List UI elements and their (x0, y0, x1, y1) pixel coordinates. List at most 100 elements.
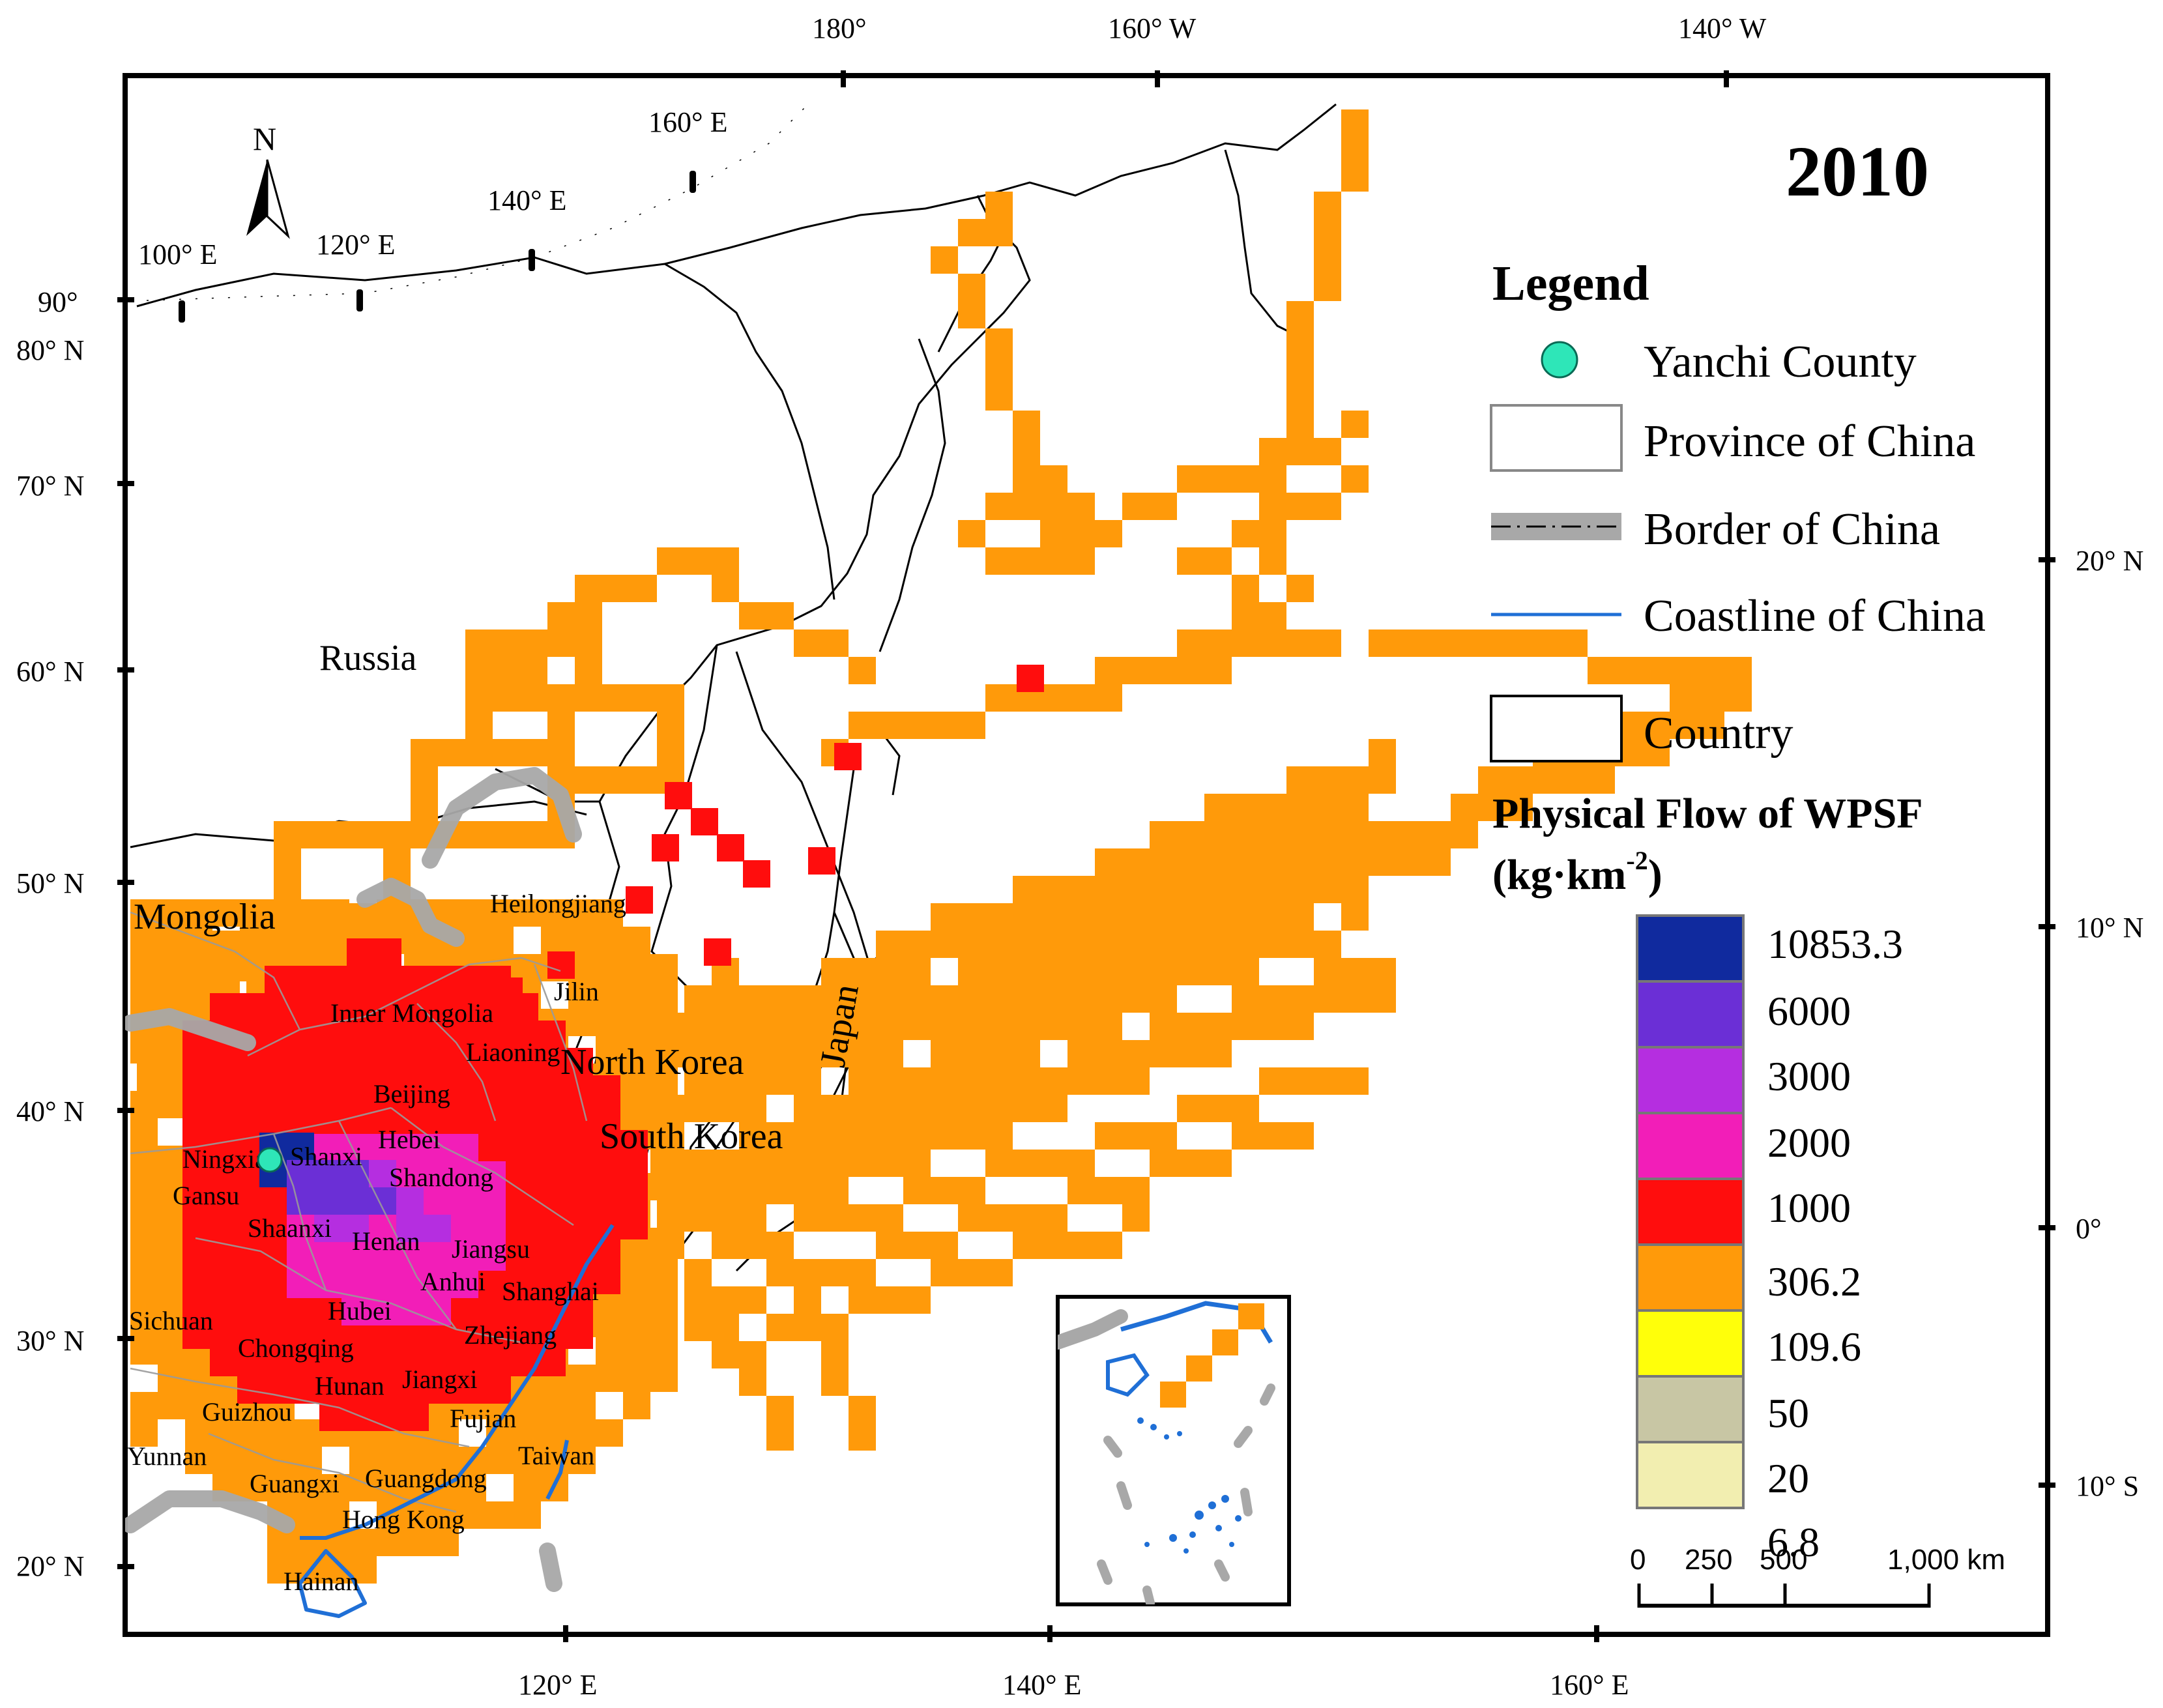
flow-cell (1040, 1150, 1067, 1177)
flow-cell (265, 1103, 292, 1130)
bottom-tick-label: 120° E (518, 1669, 597, 1701)
flow-cell (456, 993, 484, 1020)
flow-cell (630, 766, 657, 794)
flow-cell (712, 575, 739, 602)
flow-cell (1013, 547, 1040, 575)
flow-cell (347, 1020, 374, 1048)
flow-cell (876, 1122, 903, 1150)
flow-cell (1341, 794, 1369, 821)
flow-cell (1286, 848, 1314, 876)
flow-cell (821, 1150, 849, 1177)
flow-cell (1724, 657, 1752, 684)
flow-cell (429, 1322, 456, 1349)
flow-cell (456, 1075, 484, 1103)
flow-cell (401, 1404, 429, 1431)
flow-legend-label: 306.2 (1767, 1258, 1861, 1305)
flow-cell (743, 860, 770, 888)
flow-cell (541, 1419, 568, 1447)
flow-cell (538, 1239, 566, 1267)
flow-cell (1341, 164, 1369, 192)
flow-cell (849, 1067, 876, 1095)
flow-cell (210, 1294, 237, 1322)
flow-cell (130, 899, 158, 927)
flow-legend-swatch (1636, 1243, 1745, 1312)
flow-cell (794, 630, 821, 657)
flow-cell (650, 1310, 678, 1337)
flow-cell (185, 1447, 212, 1474)
flow-cell (1396, 821, 1423, 848)
flow-cell (1314, 794, 1341, 821)
flow-cell (314, 1271, 341, 1298)
flow-cell (794, 1040, 821, 1067)
flow-cell (849, 1013, 876, 1040)
flow-cell (1067, 1150, 1095, 1177)
flow-cell (1067, 520, 1095, 547)
flow-cell (1505, 766, 1533, 794)
flow-cell (650, 1255, 678, 1282)
flow-cell (396, 1161, 424, 1189)
flow-cell (821, 1259, 849, 1286)
left-tick-label: 20° N (16, 1550, 84, 1582)
flow-cell (265, 1294, 292, 1322)
flow-cell (1150, 1013, 1177, 1040)
flow-cell (1177, 848, 1204, 876)
flow-cell (1013, 1095, 1040, 1122)
flow-cell (1040, 547, 1067, 575)
flow-cell (1177, 903, 1204, 931)
flow-cell (849, 1423, 876, 1451)
flow-cell (596, 1009, 623, 1036)
flow-cell (1204, 1095, 1232, 1122)
flow-cell (593, 1267, 620, 1294)
flow-cell (712, 1232, 739, 1259)
flow-cell (369, 1243, 396, 1271)
flow-cell (1588, 657, 1615, 684)
flow-cell (182, 1157, 210, 1185)
flow-cell (356, 903, 383, 931)
flow-cell (794, 1314, 821, 1341)
flow-cell (158, 1173, 185, 1200)
flow-cell (212, 1419, 240, 1447)
flow-cell (267, 1529, 295, 1556)
label-province: Gansu (173, 1181, 239, 1210)
flow-cell (1204, 794, 1232, 821)
flow-cell (429, 993, 456, 1020)
flow-cell (712, 1314, 739, 1341)
flow-legend-swatch (1636, 1309, 1745, 1378)
left-tick-label: 30° N (16, 1325, 84, 1357)
flow-cell (1341, 985, 1369, 1013)
flow-cell (657, 1150, 684, 1177)
flow-cell (985, 1259, 1013, 1286)
flow-cell (1013, 985, 1040, 1013)
flow-cell (1013, 1040, 1040, 1067)
flow-cell (322, 927, 349, 954)
top-tick-label: 140° W (1678, 12, 1767, 44)
flow-cell (1095, 1067, 1122, 1095)
flow-cell (520, 821, 547, 848)
flow-cell (1232, 903, 1259, 931)
flow-cell (903, 1150, 931, 1177)
flow-cell (1259, 630, 1286, 657)
flow-cell (596, 1310, 623, 1337)
flow-cell (267, 1556, 295, 1584)
flow-cell (1204, 465, 1232, 493)
flow-cell (1122, 1122, 1150, 1150)
flow-cell (794, 1204, 821, 1232)
china-coastline (298, 1224, 615, 1618)
flow-cell (1017, 665, 1044, 692)
flow-cell (1314, 493, 1341, 520)
flow-cell (1095, 1013, 1122, 1040)
flow-cell (985, 958, 1013, 985)
flow-cell (212, 899, 240, 927)
flow-cell (130, 1419, 158, 1447)
flow-cell (1286, 630, 1314, 657)
flow-cell (931, 1040, 958, 1067)
flow-cell (182, 1294, 210, 1322)
flow-cell (1341, 1067, 1369, 1095)
flow-cell (292, 1294, 319, 1322)
flow-cell (596, 1337, 623, 1365)
flow-cell (465, 657, 493, 684)
flow-cell (511, 1103, 538, 1130)
flow-cell (821, 1095, 849, 1122)
flow-cell (712, 985, 739, 1013)
flow-cell (493, 684, 520, 712)
